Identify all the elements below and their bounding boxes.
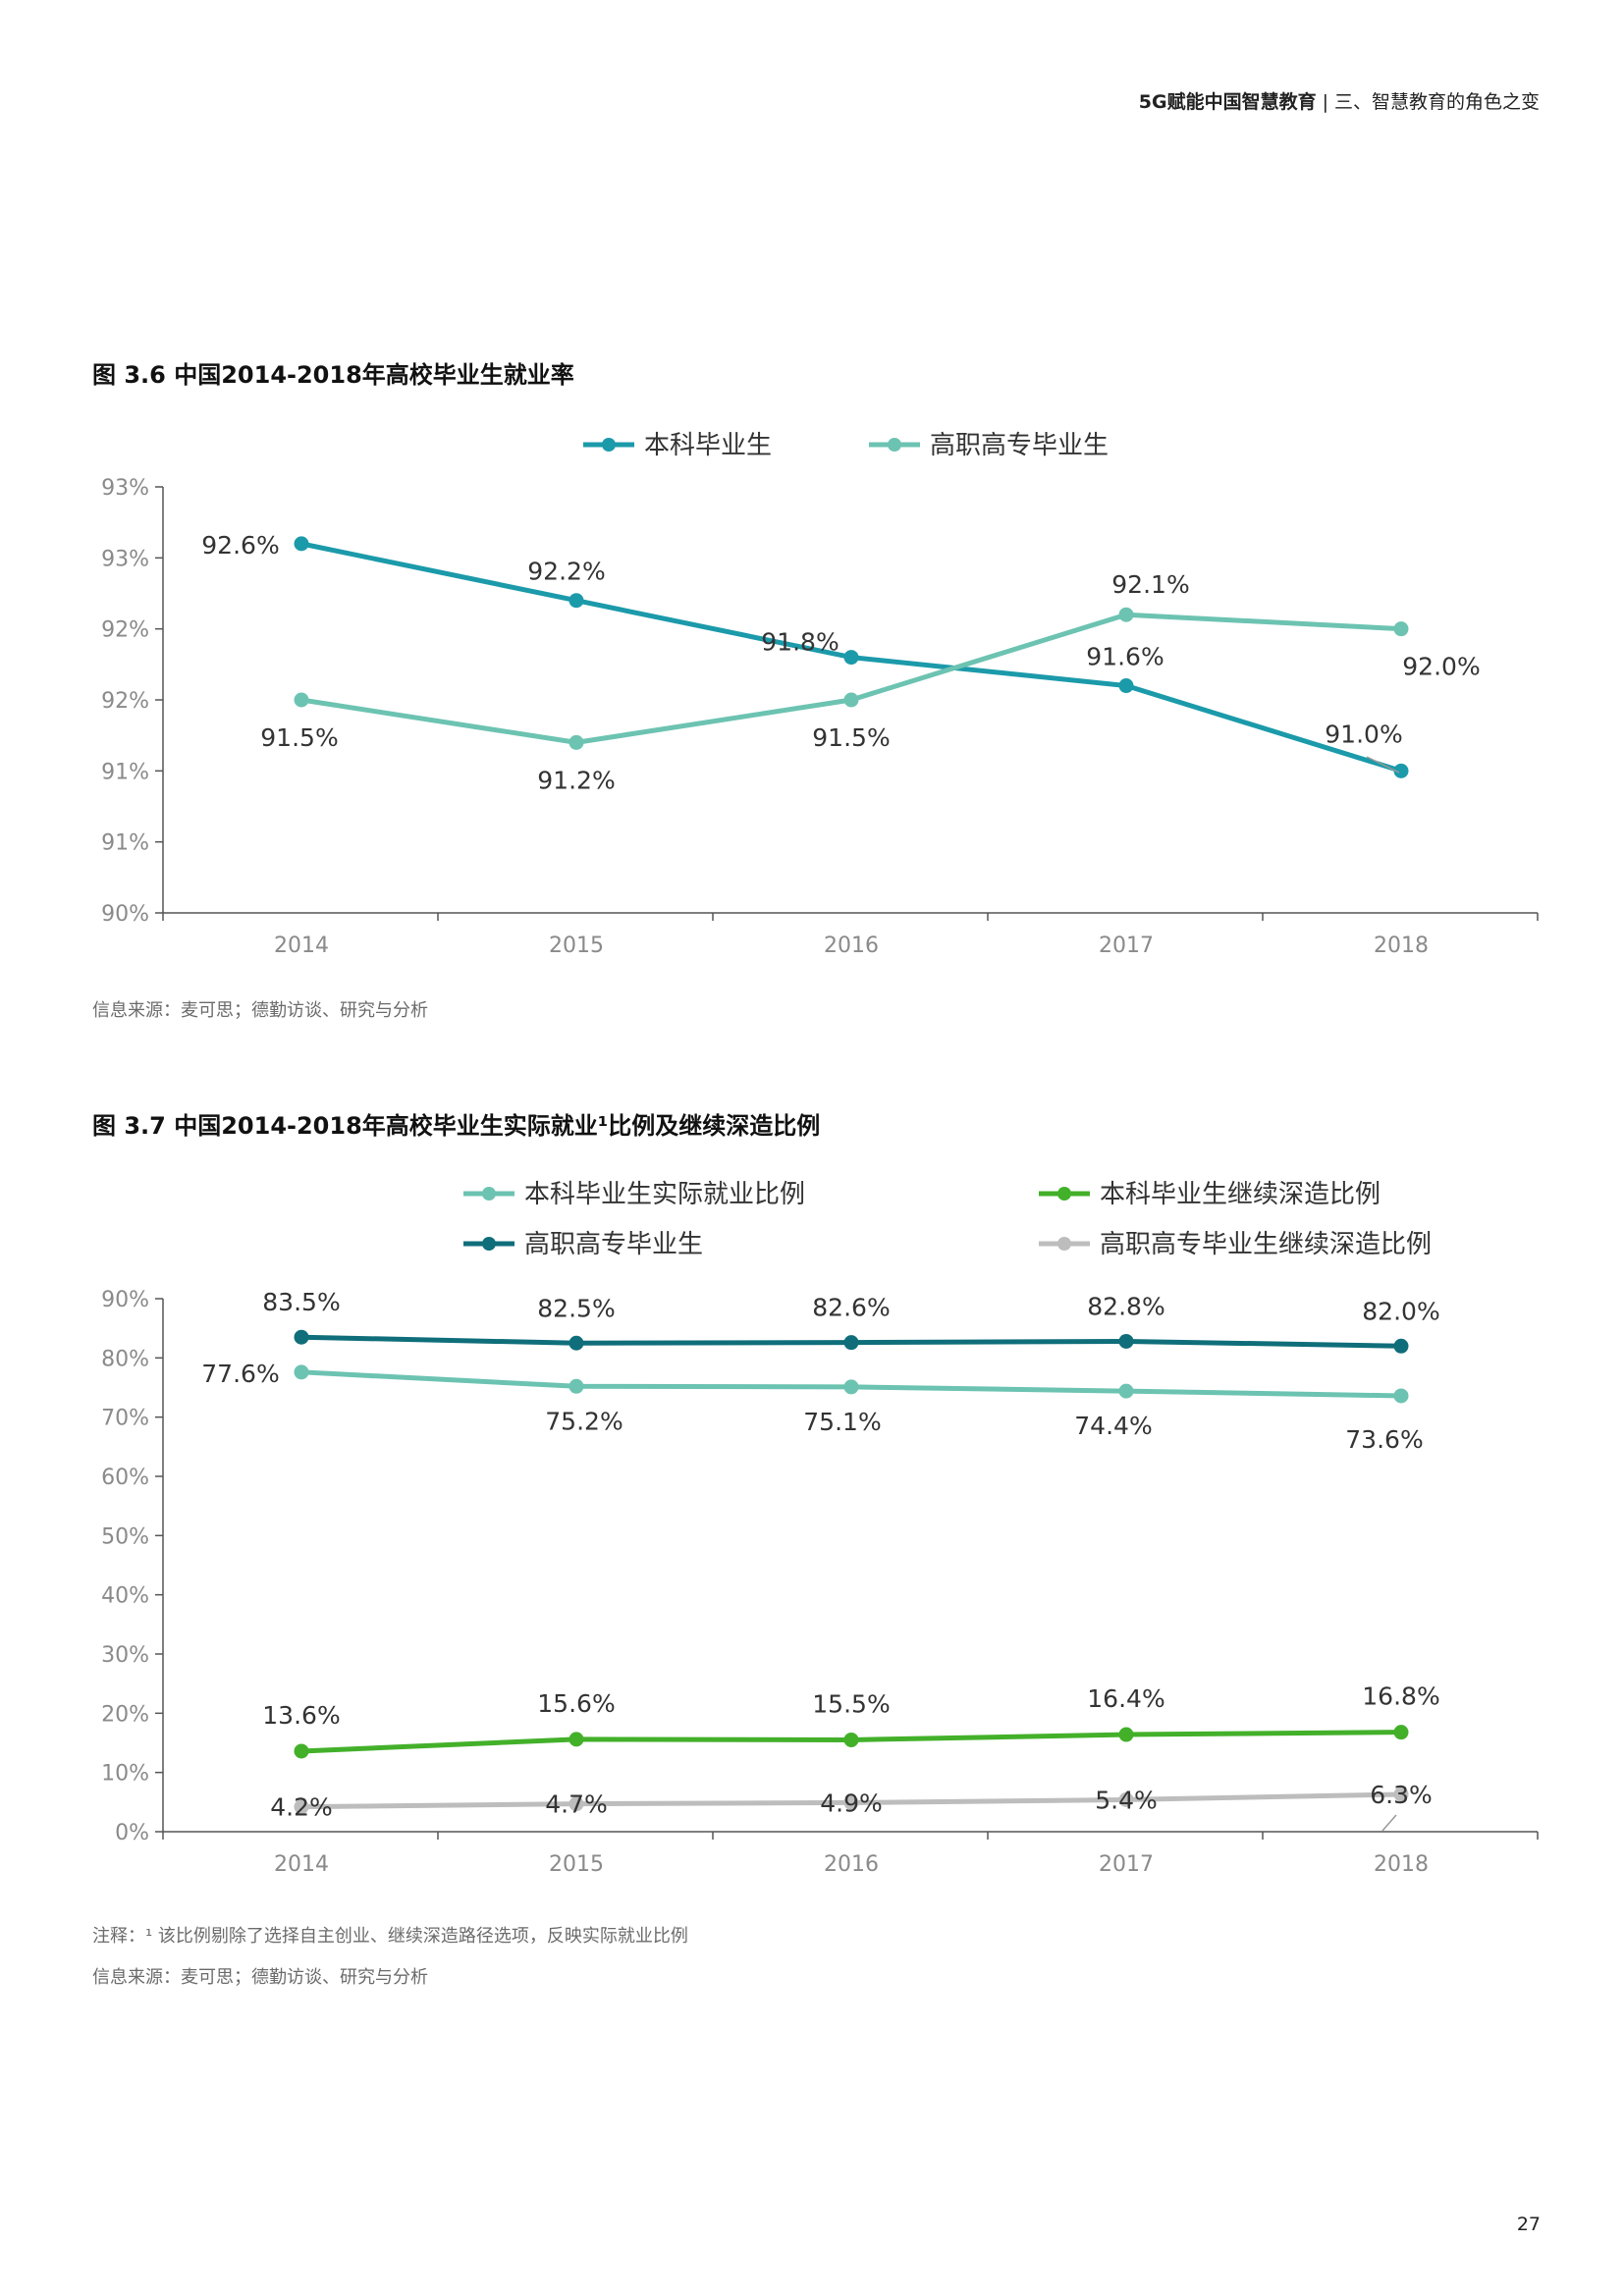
data-label: 82.5% xyxy=(537,1294,615,1322)
data-label: 4.9% xyxy=(820,1789,883,1817)
y-tick-label: 10% xyxy=(101,1762,149,1787)
data-label: 83.5% xyxy=(262,1288,340,1316)
leader-line xyxy=(1382,1815,1396,1831)
data-label: 77.6% xyxy=(201,1360,279,1388)
y-tick-label: 40% xyxy=(101,1584,149,1609)
chart2-svg: 0% 10% 20% 30% 40% 50% 60% 70% 80% 90% 2014 2015 201… xyxy=(0,0,1624,1914)
data-label: 74.4% xyxy=(1074,1412,1152,1440)
figure2-source: 信息来源：麦可思；德勤访谈、研究与分析 xyxy=(92,1963,428,1989)
legend-swatch-marker xyxy=(482,1187,496,1201)
data-label: 73.6% xyxy=(1345,1425,1423,1454)
data-label: 15.6% xyxy=(537,1689,615,1718)
data-label: 16.8% xyxy=(1362,1682,1439,1711)
y-tick-label: 80% xyxy=(101,1347,149,1371)
data-label: 82.0% xyxy=(1362,1297,1439,1325)
data-point xyxy=(1394,1339,1409,1354)
x-tick-label: 2015 xyxy=(549,1852,604,1877)
data-point xyxy=(295,1364,309,1379)
data-point xyxy=(295,1330,309,1345)
data-point xyxy=(844,1379,859,1394)
legend-swatch-marker xyxy=(482,1237,496,1251)
legend-swatch-marker xyxy=(1057,1187,1071,1201)
y-tick-label: 70% xyxy=(101,1407,149,1431)
x-tick-label: 2017 xyxy=(1099,1852,1154,1877)
data-label: 75.2% xyxy=(545,1407,623,1435)
data-point xyxy=(569,1732,584,1746)
data-point xyxy=(1119,1384,1134,1399)
x-tick-label: 2016 xyxy=(824,1852,879,1877)
data-label: 4.7% xyxy=(545,1790,608,1819)
data-label: 4.2% xyxy=(270,1793,333,1822)
data-point xyxy=(1119,1728,1134,1742)
legend-label: 高职高专毕业生继续深造比例 xyxy=(1100,1230,1432,1259)
y-tick-label: 30% xyxy=(101,1643,149,1668)
data-point xyxy=(1119,1334,1134,1349)
legend-label: 本科毕业生实际就业比例 xyxy=(524,1180,805,1209)
y-tick-label: 60% xyxy=(101,1466,149,1490)
data-label: 16.4% xyxy=(1087,1684,1164,1713)
data-label: 6.3% xyxy=(1370,1781,1433,1809)
data-point xyxy=(569,1336,584,1351)
data-label: 75.1% xyxy=(803,1408,881,1436)
y-tick-label: 50% xyxy=(101,1524,149,1549)
legend-swatch-marker xyxy=(1057,1237,1071,1251)
figure2-note: 注释：¹ 该比例剔除了选择自主创业、继续深造路径选项，反映实际就业比例 xyxy=(92,1922,688,1948)
data-point xyxy=(844,1733,859,1747)
data-label: 82.8% xyxy=(1087,1292,1164,1320)
legend-label: 高职高专毕业生 xyxy=(524,1230,703,1259)
y-tick-label: 90% xyxy=(101,1288,149,1312)
data-point xyxy=(295,1743,309,1758)
data-point xyxy=(1394,1725,1409,1739)
data-label: 5.4% xyxy=(1095,1786,1158,1814)
data-label: 15.5% xyxy=(812,1689,890,1718)
y-tick-label: 20% xyxy=(101,1702,149,1727)
data-point xyxy=(569,1379,584,1394)
x-tick-label: 2018 xyxy=(1374,1852,1429,1877)
data-label: 13.6% xyxy=(262,1701,340,1730)
x-tick-label: 2014 xyxy=(274,1852,329,1877)
y-tick-label: 0% xyxy=(115,1821,149,1845)
data-point xyxy=(844,1335,859,1350)
page-number: 27 xyxy=(1517,2214,1541,2235)
legend-label: 本科毕业生继续深造比例 xyxy=(1100,1180,1380,1209)
data-label: 82.6% xyxy=(812,1294,890,1322)
data-point xyxy=(1394,1388,1409,1403)
